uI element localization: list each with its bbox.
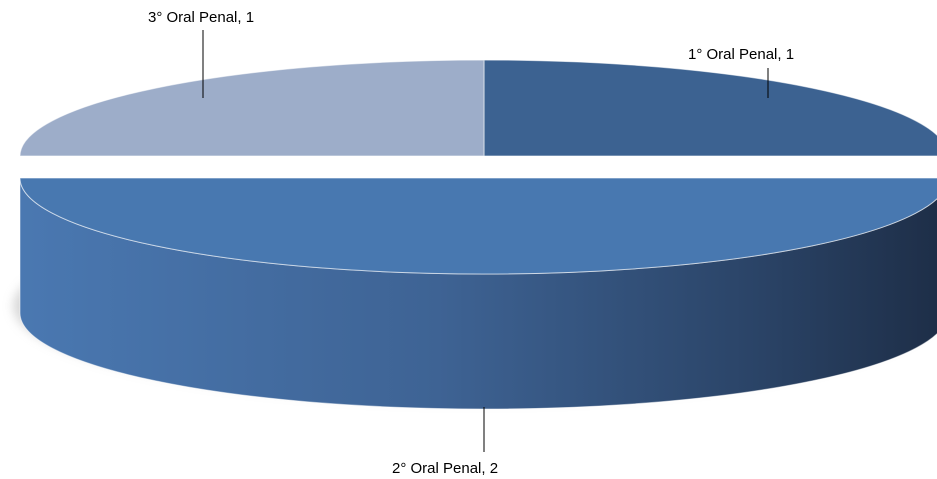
plot-area bbox=[13, 59, 937, 410]
leader-lines bbox=[202, 30, 769, 452]
data-label-2-oral-penal: 2° Oral Penal, 2 bbox=[392, 460, 498, 477]
pie-slice-1-oral-penal bbox=[483, 59, 937, 157]
data-label-3-oral-penal: 3° Oral Penal, 1 bbox=[148, 9, 254, 26]
data-label-1-oral-penal: 1° Oral Penal, 1 bbox=[688, 46, 794, 63]
pie-slice-3-oral-penal bbox=[19, 59, 485, 157]
back-slices bbox=[19, 59, 937, 157]
pie-slice-2-oral-penal bbox=[19, 177, 937, 275]
